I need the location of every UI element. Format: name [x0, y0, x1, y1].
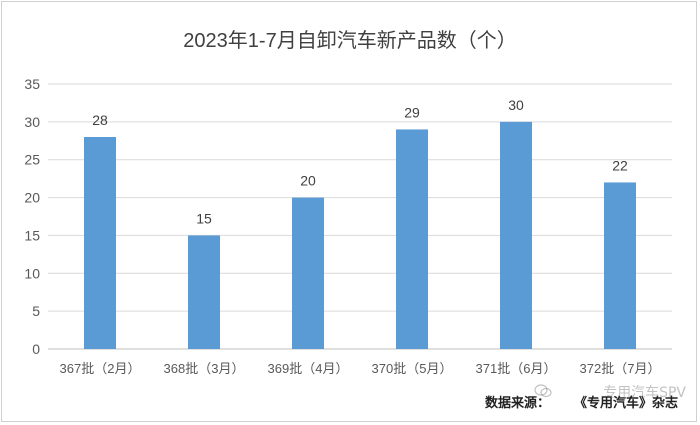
bar [292, 197, 324, 349]
wechat-icon [534, 384, 552, 398]
y-tick-label: 25 [24, 152, 40, 168]
y-tick-label: 15 [24, 227, 40, 243]
y-tick-label: 0 [32, 341, 40, 357]
y-tick-label: 35 [24, 76, 40, 92]
x-tick-label: 372批（7月） [580, 361, 661, 376]
x-tick-label: 371批（6月） [476, 361, 557, 376]
y-tick-label: 5 [32, 303, 40, 319]
data-label: 29 [404, 104, 420, 120]
data-source-name: 《专用汽车》杂志 [573, 396, 678, 411]
y-tick-label: 10 [24, 265, 40, 281]
data-label: 20 [300, 173, 316, 189]
bar [500, 121, 532, 349]
y-tick-label: 30 [24, 114, 40, 130]
data-label: 30 [508, 97, 524, 113]
chart-title: 2023年1-7月自卸汽车新产品数（个） [183, 30, 517, 52]
bar [396, 129, 428, 349]
x-tick-label: 370批（5月） [372, 361, 453, 376]
x-tick-label: 367批（2月） [60, 361, 141, 376]
data-label: 28 [92, 112, 108, 128]
data-source-label: 数据来源： [484, 396, 550, 411]
watermark: 专用汽车SPV [603, 385, 686, 401]
bar [84, 137, 116, 349]
data-label: 15 [196, 210, 212, 226]
x-tick-label: 368批（3月） [164, 361, 245, 376]
bar [604, 182, 636, 349]
x-tick-label: 369批（4月） [268, 361, 349, 376]
data-label: 22 [612, 157, 628, 173]
y-tick-label: 20 [24, 190, 40, 206]
bar [188, 235, 220, 349]
